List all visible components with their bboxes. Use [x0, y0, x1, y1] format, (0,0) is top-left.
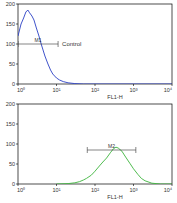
gate-label: M1: [35, 37, 42, 43]
y-tick: [16, 104, 18, 105]
y-tick-label: 150: [6, 121, 15, 127]
x-tick-label: 10³: [130, 87, 138, 93]
x-tick-label: 10⁰: [17, 187, 25, 193]
figure: 10⁰ 10¹ 10² 10³ 10⁴ 0 50 100 150 200 FL1-H M1 Contro…: [0, 0, 177, 203]
y-tick: [16, 124, 18, 125]
y-tick-label: 50: [9, 161, 15, 167]
x-tick: [18, 84, 19, 86]
y-tick: [16, 84, 18, 85]
histogram-line: [18, 10, 172, 84]
x-tick-label: 10¹: [53, 87, 61, 93]
x-tick: [95, 84, 96, 86]
y-tick: [16, 164, 18, 165]
plot-frame: [18, 4, 172, 84]
x-tick: [172, 84, 173, 86]
data-group: [18, 10, 172, 84]
y-tick: [16, 24, 18, 25]
y-tick-label: 200: [6, 1, 15, 7]
panel: 10⁰ 10¹ 10² 10³ 10⁴ 0 50 100 150 200 FL1-H M2: [6, 101, 173, 200]
y-tick-label: 50: [9, 61, 15, 67]
y-tick: [16, 44, 18, 45]
y-tick-label: 0: [12, 81, 15, 87]
x-tick: [133, 184, 134, 186]
x-tick: [56, 84, 57, 86]
x-tick-label: 10⁴: [164, 187, 173, 193]
y-tick-label: 100: [6, 141, 15, 147]
x-tick-label: 10²: [91, 187, 99, 193]
y-tick-label: 0: [12, 181, 15, 187]
x-tick-label: 10²: [91, 87, 99, 93]
histogram-line: [57, 147, 173, 184]
x-tick: [172, 184, 173, 186]
plot-frame: [18, 104, 172, 184]
x-tick-label: 10⁴: [164, 87, 173, 93]
panel: 10⁰ 10¹ 10² 10³ 10⁴ 0 50 100 150 200 FL1-H M1 Contro…: [6, 1, 173, 100]
x-tick-label: 10⁰: [17, 87, 25, 93]
y-tick-label: 150: [6, 21, 15, 27]
x-axis-label: FL1-H: [107, 194, 122, 200]
data-group: [57, 147, 173, 184]
x-tick-label: 10³: [130, 187, 138, 193]
x-tick-label: 10¹: [53, 187, 61, 193]
y-tick: [16, 184, 18, 185]
y-tick: [16, 4, 18, 5]
x-tick: [56, 184, 57, 186]
annotation: Control: [62, 41, 81, 47]
y-tick-label: 200: [6, 101, 15, 107]
x-axis-label: FL1-H: [107, 94, 122, 100]
y-tick: [16, 144, 18, 145]
x-tick: [95, 184, 96, 186]
gate-label: M2: [108, 143, 115, 149]
x-tick: [133, 84, 134, 86]
y-tick: [16, 64, 18, 65]
y-tick-label: 100: [6, 41, 15, 47]
